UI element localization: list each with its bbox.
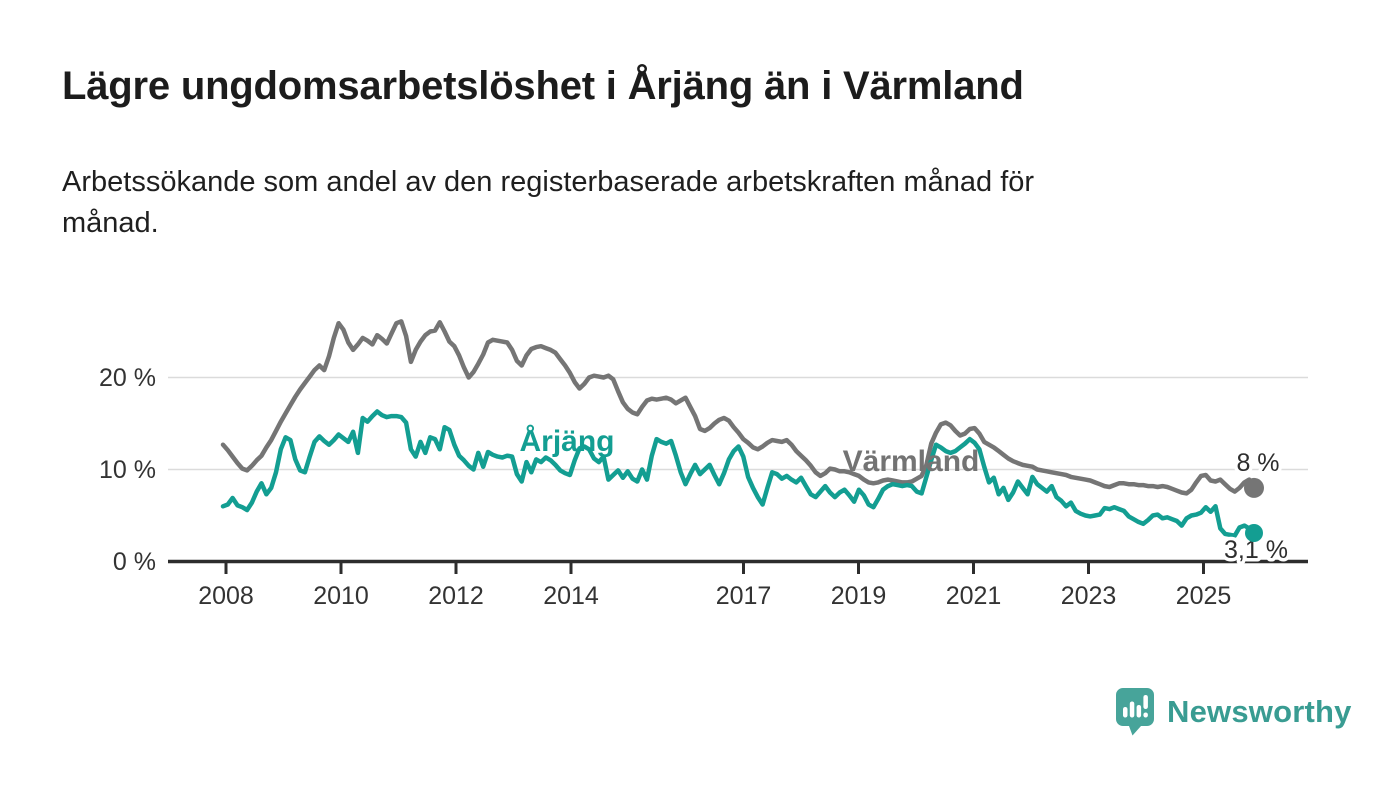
- y-tick-label-10pct: 10 %: [99, 456, 156, 484]
- newsworthy-brand: Newsworthy: [1115, 686, 1355, 738]
- series-line-arjang: [220, 409, 1257, 538]
- x-tick-label-2012: 2012: [428, 582, 484, 610]
- logo-exclamation-bar: [1143, 695, 1148, 709]
- logo-exclamation-dot: [1143, 712, 1148, 718]
- series-line-varmland: [220, 319, 1257, 496]
- x-tick-label-2010: 2010: [313, 582, 369, 610]
- x-tick-label-2014: 2014: [543, 582, 599, 610]
- x-tick-label-2021: 2021: [946, 582, 1002, 610]
- end-dot-arjang: [1245, 524, 1263, 542]
- chart-subtitle: Arbetssökande som andel av den registerb…: [62, 162, 1292, 244]
- logo-bar-2: [1129, 701, 1135, 718]
- series-label-arjang: Årjäng: [519, 425, 614, 458]
- y-tick-label-0pct: 0 %: [113, 548, 156, 576]
- y-tick-label-20pct: 20 %: [99, 364, 156, 392]
- x-tick-label-2025: 2025: [1176, 582, 1232, 610]
- chart-annotations: 2008 2010 2012 2014 2017 2019 2021 2023 …: [99, 364, 1308, 610]
- end-dot-varmland: [1244, 477, 1264, 498]
- series-label-varmland: Värmland: [843, 445, 980, 478]
- subtitle-line-2: månad.: [62, 207, 159, 239]
- end-label-varmland: 8 %: [1236, 449, 1279, 477]
- x-tick-label-2023: 2023: [1061, 582, 1117, 610]
- page-title: Lägre ungdomsarbetslöshet i Årjäng än i …: [62, 64, 1024, 108]
- x-tick-label-2008: 2008: [198, 582, 254, 610]
- logo-bar-3: [1136, 705, 1142, 718]
- logo-bubble: [1116, 688, 1154, 736]
- brand-name: Newsworthy: [1167, 694, 1352, 729]
- x-tick-label-2017: 2017: [716, 582, 772, 610]
- newsworthy-logo-icon: [1116, 688, 1154, 736]
- subtitle-line-1: Arbetssökande som andel av den registerb…: [62, 166, 1035, 198]
- logo-bar-1: [1123, 707, 1128, 718]
- x-tick-label-2019: 2019: [831, 582, 887, 610]
